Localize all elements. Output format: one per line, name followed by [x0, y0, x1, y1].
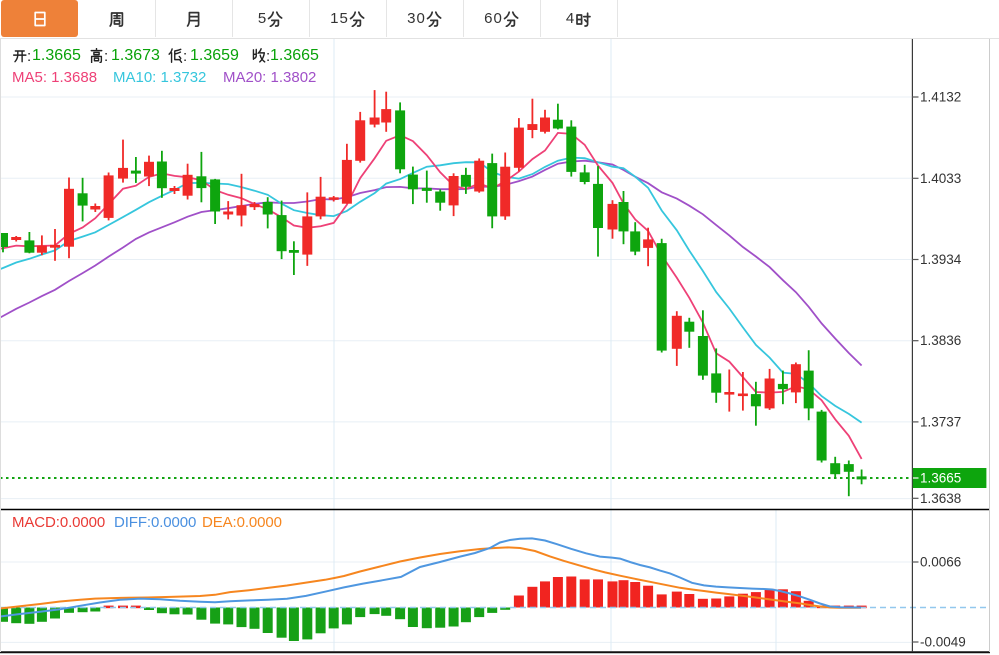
svg-text:1.3638: 1.3638	[920, 491, 961, 506]
svg-text:1.4033: 1.4033	[920, 171, 961, 186]
svg-text:1.3737: 1.3737	[920, 414, 961, 429]
svg-text:1.4132: 1.4132	[920, 90, 961, 105]
svg-text:1.3665: 1.3665	[920, 471, 961, 486]
svg-text:1.3836: 1.3836	[920, 333, 961, 348]
svg-text:-0.0049: -0.0049	[920, 635, 966, 650]
svg-text:1.3934: 1.3934	[920, 252, 962, 267]
svg-text:0.0066: 0.0066	[920, 555, 961, 570]
